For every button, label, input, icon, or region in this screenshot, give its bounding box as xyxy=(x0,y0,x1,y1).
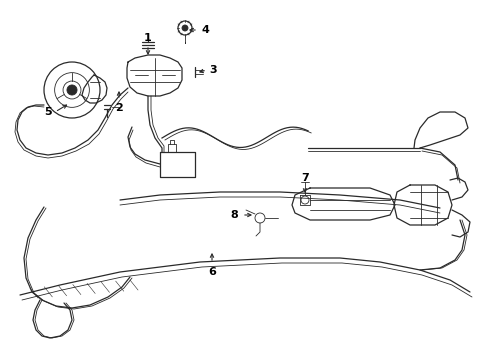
Text: 3: 3 xyxy=(209,65,217,75)
Text: 4: 4 xyxy=(201,25,209,35)
Text: 1: 1 xyxy=(144,33,152,43)
Circle shape xyxy=(67,85,77,95)
Text: 8: 8 xyxy=(230,210,238,220)
Text: 6: 6 xyxy=(208,267,216,277)
Text: 2: 2 xyxy=(115,103,123,113)
Text: 5: 5 xyxy=(44,107,52,117)
Circle shape xyxy=(182,25,188,31)
Text: 7: 7 xyxy=(301,173,309,183)
